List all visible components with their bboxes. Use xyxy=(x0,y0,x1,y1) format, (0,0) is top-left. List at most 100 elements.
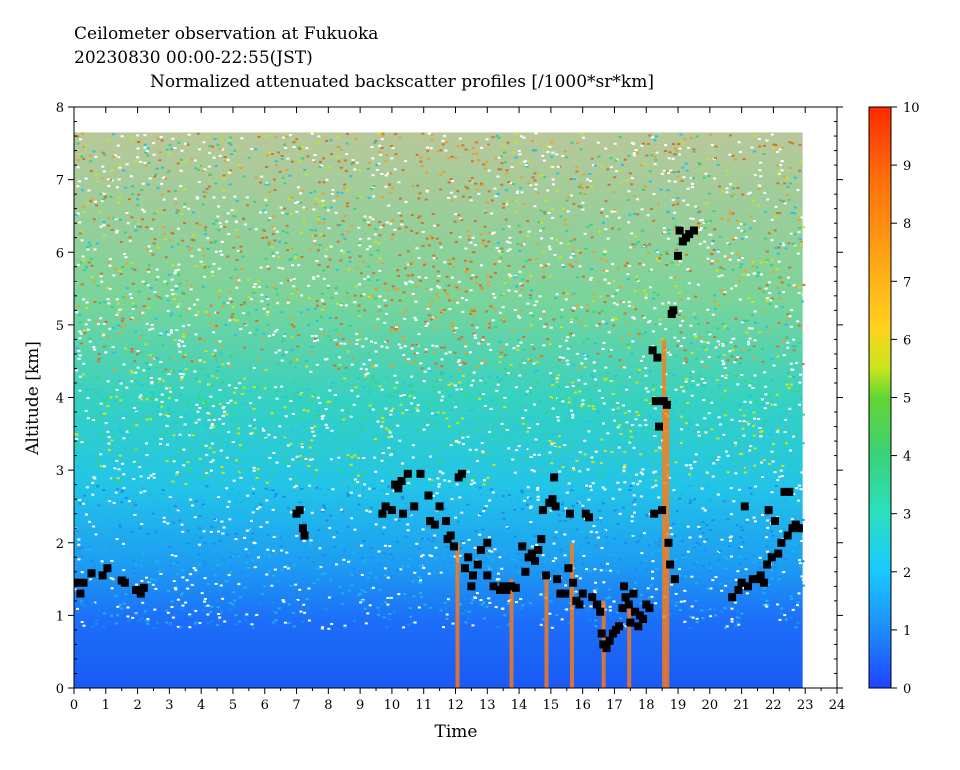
heat-cell xyxy=(774,590,777,593)
heat-cell xyxy=(706,158,710,161)
heat-cell xyxy=(776,151,780,153)
heat-cell xyxy=(690,352,694,355)
heat-cell xyxy=(662,227,666,230)
heat-cell xyxy=(190,284,194,287)
heat-cell xyxy=(333,534,336,537)
heat-cell xyxy=(734,236,738,239)
heat-cell xyxy=(339,342,343,345)
heat-cell xyxy=(633,511,636,514)
heat-cell xyxy=(469,199,473,202)
heat-cell xyxy=(737,547,741,550)
heat-cell xyxy=(616,459,620,462)
heat-cell xyxy=(542,344,546,347)
heat-cell xyxy=(781,291,785,294)
heat-cell xyxy=(114,491,118,494)
heat-cell xyxy=(77,538,81,541)
heat-cell xyxy=(302,206,306,209)
heat-cell xyxy=(135,225,139,228)
heat-cell xyxy=(266,311,270,314)
heat-cell xyxy=(591,375,595,378)
heat-cell xyxy=(193,516,197,519)
heat-cell xyxy=(146,268,150,271)
heat-cell xyxy=(500,247,504,250)
heat-cell xyxy=(301,157,305,160)
heat-cell xyxy=(628,489,632,491)
heat-cell xyxy=(636,279,640,282)
heat-cell xyxy=(503,551,507,554)
heat-cell xyxy=(710,253,714,255)
heat-cell xyxy=(436,466,440,469)
heat-cell xyxy=(101,528,105,531)
heat-cell xyxy=(159,413,163,416)
heat-cell xyxy=(122,446,126,449)
heat-cell xyxy=(680,441,683,444)
heat-cell xyxy=(494,195,498,198)
heat-cell xyxy=(273,568,277,571)
heat-cell xyxy=(565,396,569,399)
heat-cell xyxy=(529,521,533,524)
heat-cell xyxy=(522,136,526,139)
heat-cell xyxy=(422,428,426,431)
heat-cell xyxy=(610,380,614,383)
heat-cell xyxy=(317,264,321,267)
heat-cell xyxy=(180,386,184,389)
heat-cell xyxy=(723,293,726,296)
heat-cell xyxy=(439,459,443,462)
heat-cell xyxy=(725,557,729,560)
heat-cell xyxy=(231,305,235,308)
heat-cell xyxy=(167,273,171,276)
heat-cell xyxy=(655,568,659,570)
heat-cell xyxy=(295,391,299,394)
heat-cell xyxy=(79,600,83,603)
heat-cell xyxy=(92,476,96,479)
heat-cell xyxy=(556,564,560,567)
heat-cell xyxy=(180,451,183,454)
heat-cell xyxy=(318,244,322,246)
heat-cell xyxy=(493,296,497,299)
heat-cell xyxy=(646,390,650,393)
heat-cell xyxy=(717,456,721,459)
heat-cell xyxy=(754,321,757,324)
heat-cell xyxy=(641,468,645,471)
heat-cell xyxy=(454,441,458,443)
heat-cell xyxy=(76,212,80,215)
heat-cell xyxy=(170,600,174,603)
heat-cell xyxy=(738,420,742,423)
heat-cell xyxy=(140,456,144,459)
heat-cell xyxy=(176,243,180,246)
heat-cell xyxy=(725,593,729,596)
heat-cell xyxy=(686,268,690,271)
heat-cell xyxy=(221,148,225,151)
heat-cell xyxy=(303,611,307,614)
heat-cell xyxy=(397,274,401,277)
heat-cell xyxy=(630,352,634,355)
heat-cell xyxy=(566,363,570,366)
heat-cell xyxy=(428,554,432,557)
heat-cell xyxy=(443,507,447,510)
heat-cell xyxy=(240,393,244,395)
heat-cell xyxy=(427,367,431,370)
heat-cell xyxy=(725,256,729,259)
heat-cell xyxy=(521,405,525,408)
heat-cell xyxy=(651,540,654,543)
heat-cell xyxy=(535,543,539,546)
heat-cell xyxy=(575,522,579,525)
heat-cell xyxy=(89,160,93,163)
heat-cell xyxy=(536,243,540,246)
heat-cell xyxy=(791,514,795,517)
heat-cell xyxy=(248,390,252,393)
heat-cell xyxy=(795,362,798,364)
heat-cell xyxy=(643,185,647,188)
heat-cell xyxy=(102,198,106,201)
heat-cell xyxy=(161,226,165,228)
heat-cell xyxy=(596,518,600,521)
heat-cell xyxy=(111,537,115,540)
heat-cell xyxy=(176,227,180,230)
heat-cell xyxy=(766,465,770,468)
heat-cell xyxy=(164,256,168,259)
heat-cell xyxy=(364,337,368,340)
heat-cell xyxy=(607,588,611,591)
heat-cell xyxy=(489,305,493,308)
heat-cell xyxy=(575,170,579,173)
heat-cell xyxy=(310,399,314,402)
